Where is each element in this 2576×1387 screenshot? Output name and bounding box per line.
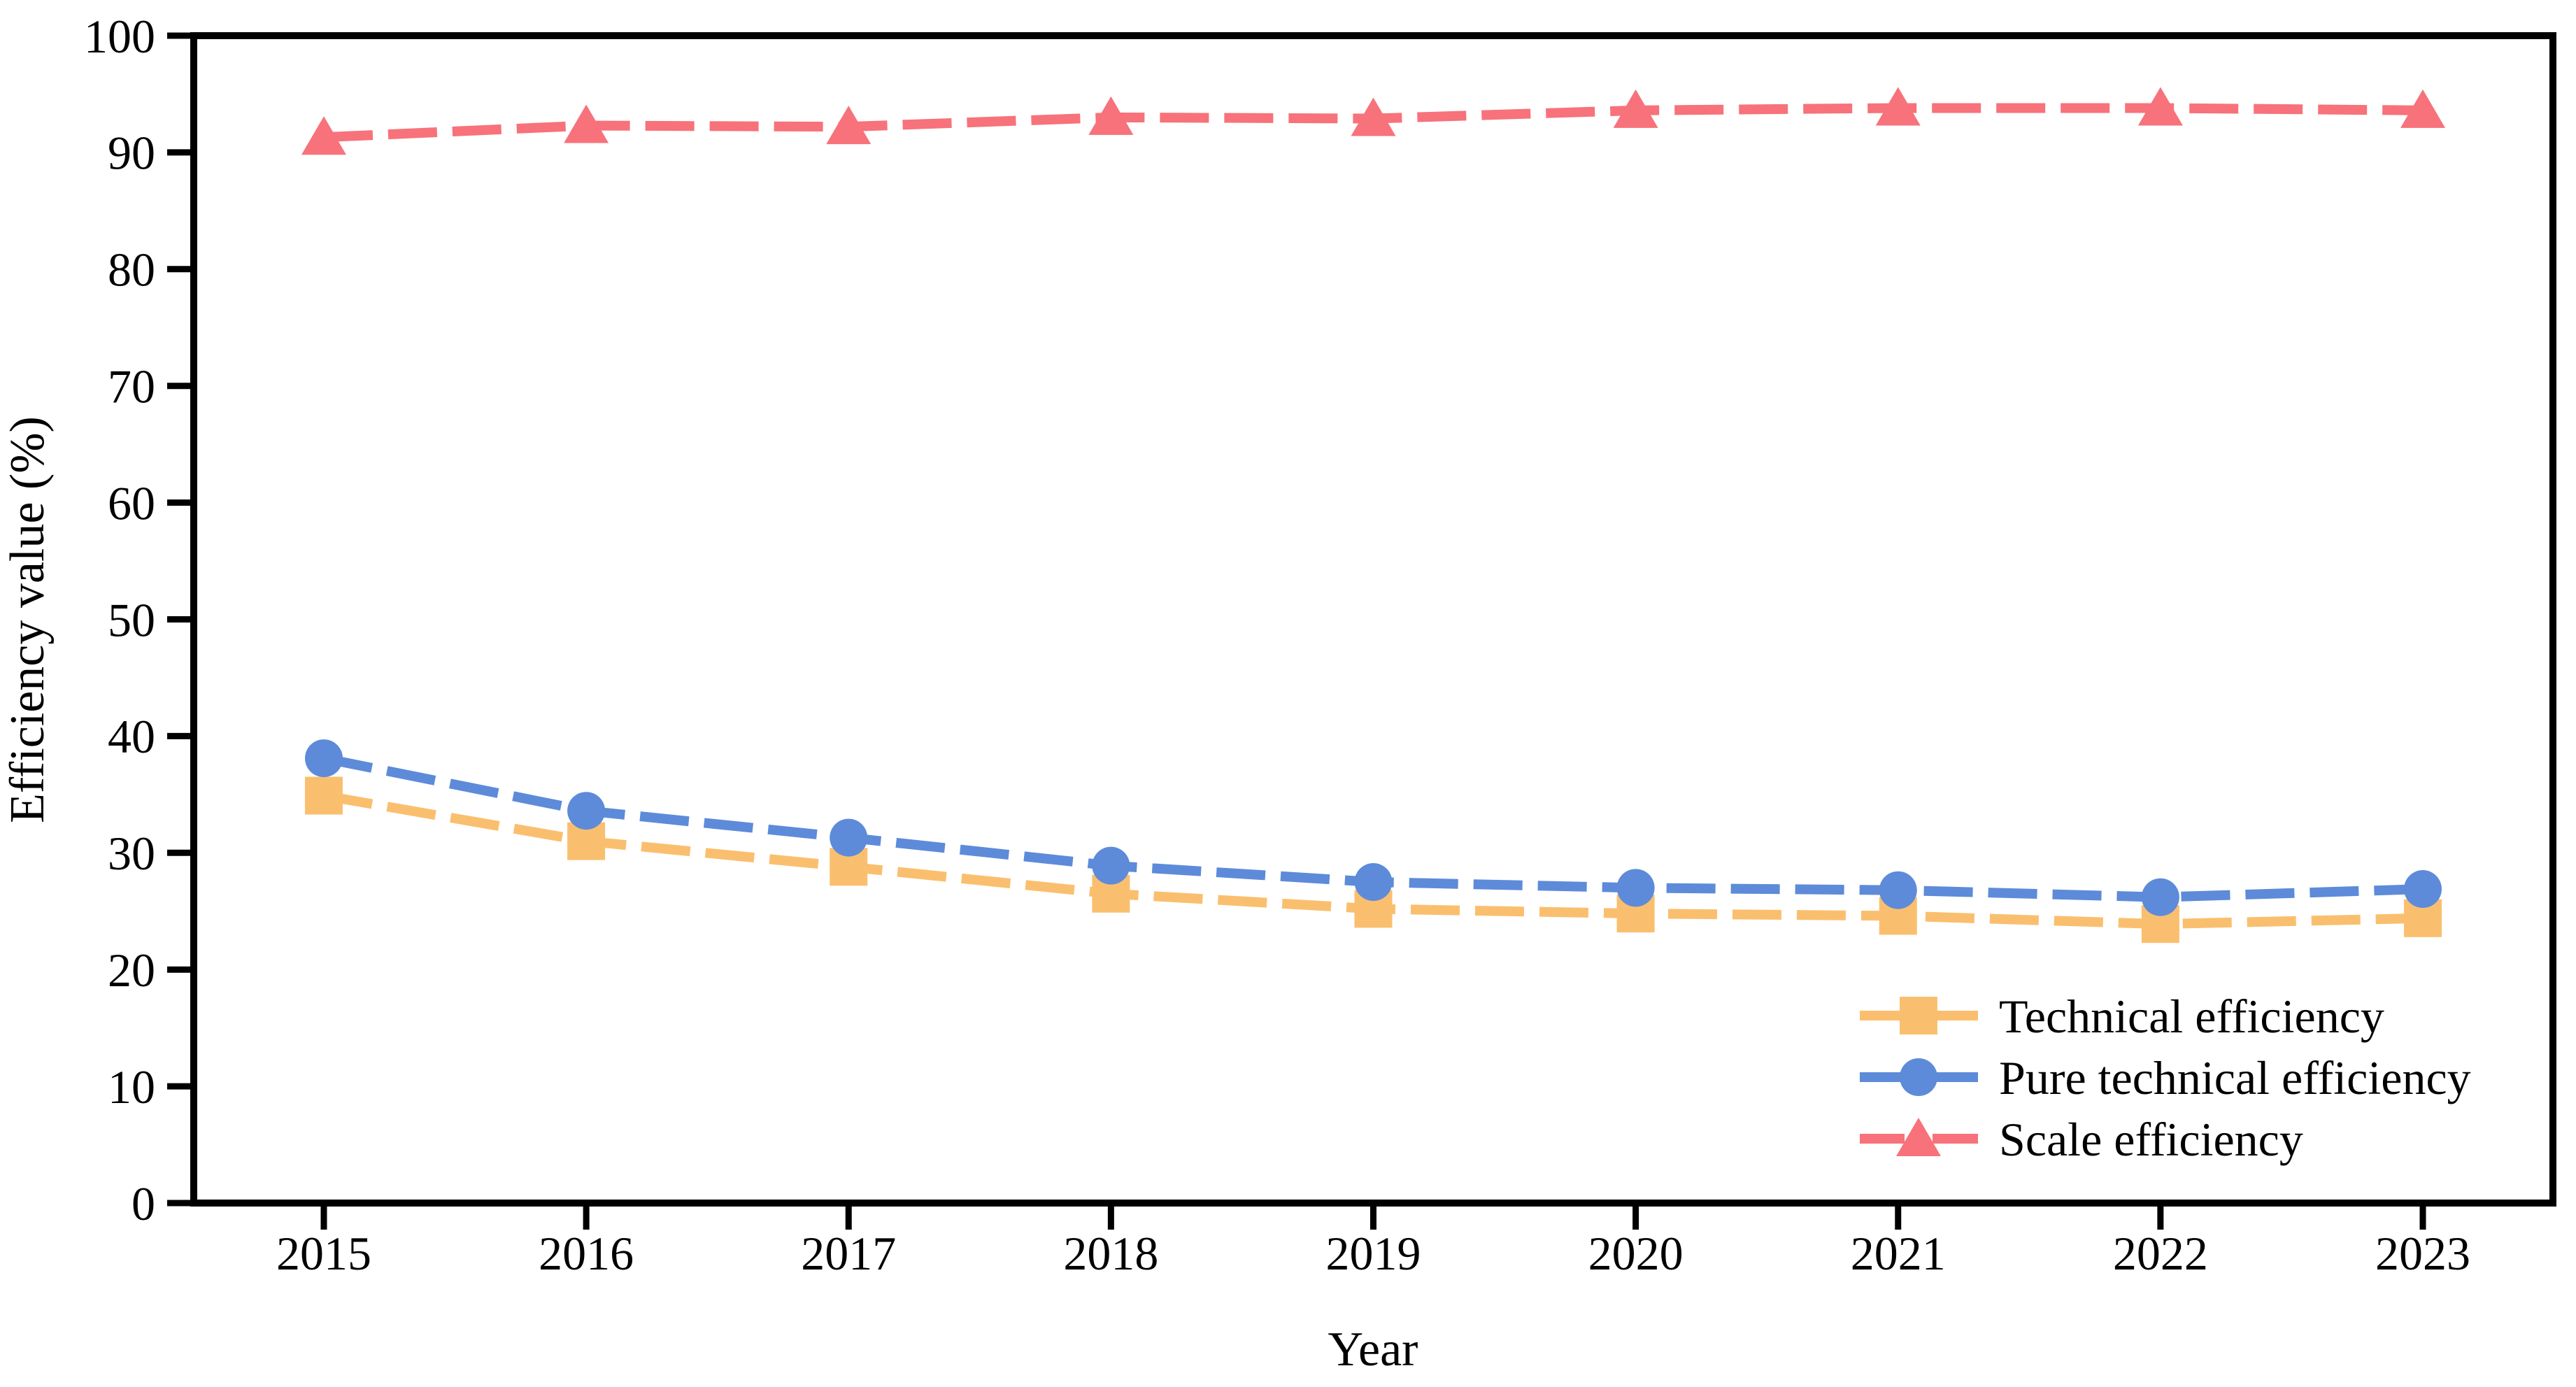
legend: Technical efficiency Pure technical effic… [1860, 990, 2471, 1166]
x-tick-label: 2020 [1588, 1227, 1684, 1280]
scale-efficiency-triangle-marker [564, 104, 609, 143]
pure-technical-efficiency-circle-marker [2141, 878, 2179, 916]
scale-efficiency-triangle-marker [826, 106, 871, 145]
x-tick-label: 2022 [2113, 1227, 2208, 1280]
y-tick-label: 10 [108, 1060, 155, 1114]
y-tick-label: 0 [131, 1177, 155, 1230]
pure-technical-efficiency-circle-marker [1879, 871, 1917, 909]
legend-technical-efficiency-square-marker [1900, 997, 1937, 1034]
x-tick-label: 2023 [2375, 1227, 2470, 1280]
scale-efficiency-triangle-marker [1351, 97, 1396, 136]
x-tick-label: 2018 [1063, 1227, 1158, 1280]
y-tick-label: 20 [108, 944, 155, 997]
y-tick-label: 60 [108, 476, 155, 529]
scale-efficiency-triangle-marker [1613, 89, 1658, 128]
legend-label-technical-efficiency: Technical efficiency [1999, 990, 2384, 1043]
x-tick-label: 2019 [1326, 1227, 1421, 1280]
legend-item-scale-efficiency: Scale efficiency [1860, 1113, 2303, 1166]
x-tick-label: 2015 [276, 1227, 371, 1280]
scale-efficiency-triangle-marker [2137, 87, 2183, 126]
legend-label-pure-technical-efficiency: Pure technical efficiency [1999, 1051, 2471, 1104]
legend-item-technical-efficiency: Technical efficiency [1860, 990, 2384, 1043]
legend-item-pure-technical-efficiency: Pure technical efficiency [1860, 1051, 2471, 1104]
pure-technical-efficiency-circle-marker [1616, 869, 1655, 907]
scale-efficiency-triangle-marker [2400, 89, 2445, 128]
y-tick-label: 30 [108, 827, 155, 880]
y-tick-label: 70 [108, 360, 155, 413]
y-tick-label: 100 [84, 10, 155, 63]
y-axis-title: Efficiency value (%) [1, 416, 55, 823]
legend-scale-efficiency-triangle-marker [1896, 1118, 1941, 1156]
pure-technical-efficiency-circle-marker [1354, 863, 1393, 902]
pure-technical-efficiency-circle-marker [305, 739, 343, 778]
data-series [301, 87, 2445, 944]
y-tick-label: 40 [108, 710, 155, 763]
y-tick-label: 50 [108, 593, 155, 646]
x-axis-ticks: 2015 2016 2017 2018 2019 2020 2021 2022 2023 [276, 1203, 2470, 1280]
pure-technical-efficiency-circle-marker [830, 818, 868, 857]
pure-technical-efficiency-circle-marker [2404, 870, 2442, 909]
series-scale-efficiency [301, 87, 2445, 155]
y-tick-label: 80 [108, 243, 155, 297]
y-axis-ticks: 0 10 20 30 40 50 60 70 80 90 100 [84, 10, 194, 1230]
legend-pure-technical-efficiency-circle-marker [1900, 1058, 1937, 1096]
x-tick-label: 2016 [539, 1227, 634, 1280]
x-tick-label: 2021 [1851, 1227, 1946, 1280]
y-tick-label: 90 [108, 127, 155, 180]
technical-efficiency-square-marker [305, 776, 343, 815]
scale-efficiency-triangle-marker [1088, 96, 1134, 135]
x-axis-title: Year [1328, 1323, 1418, 1377]
scale-efficiency-triangle-marker [1875, 87, 1921, 126]
pure-technical-efficiency-circle-marker [567, 792, 606, 830]
x-tick-label: 2017 [801, 1227, 896, 1280]
series-pure-technical-efficiency [305, 739, 2442, 916]
legend-label-scale-efficiency: Scale efficiency [1999, 1113, 2303, 1166]
series-technical-efficiency [305, 776, 2442, 944]
pure-technical-efficiency-circle-marker [1092, 846, 1130, 885]
scale-efficiency-triangle-marker [301, 116, 346, 155]
